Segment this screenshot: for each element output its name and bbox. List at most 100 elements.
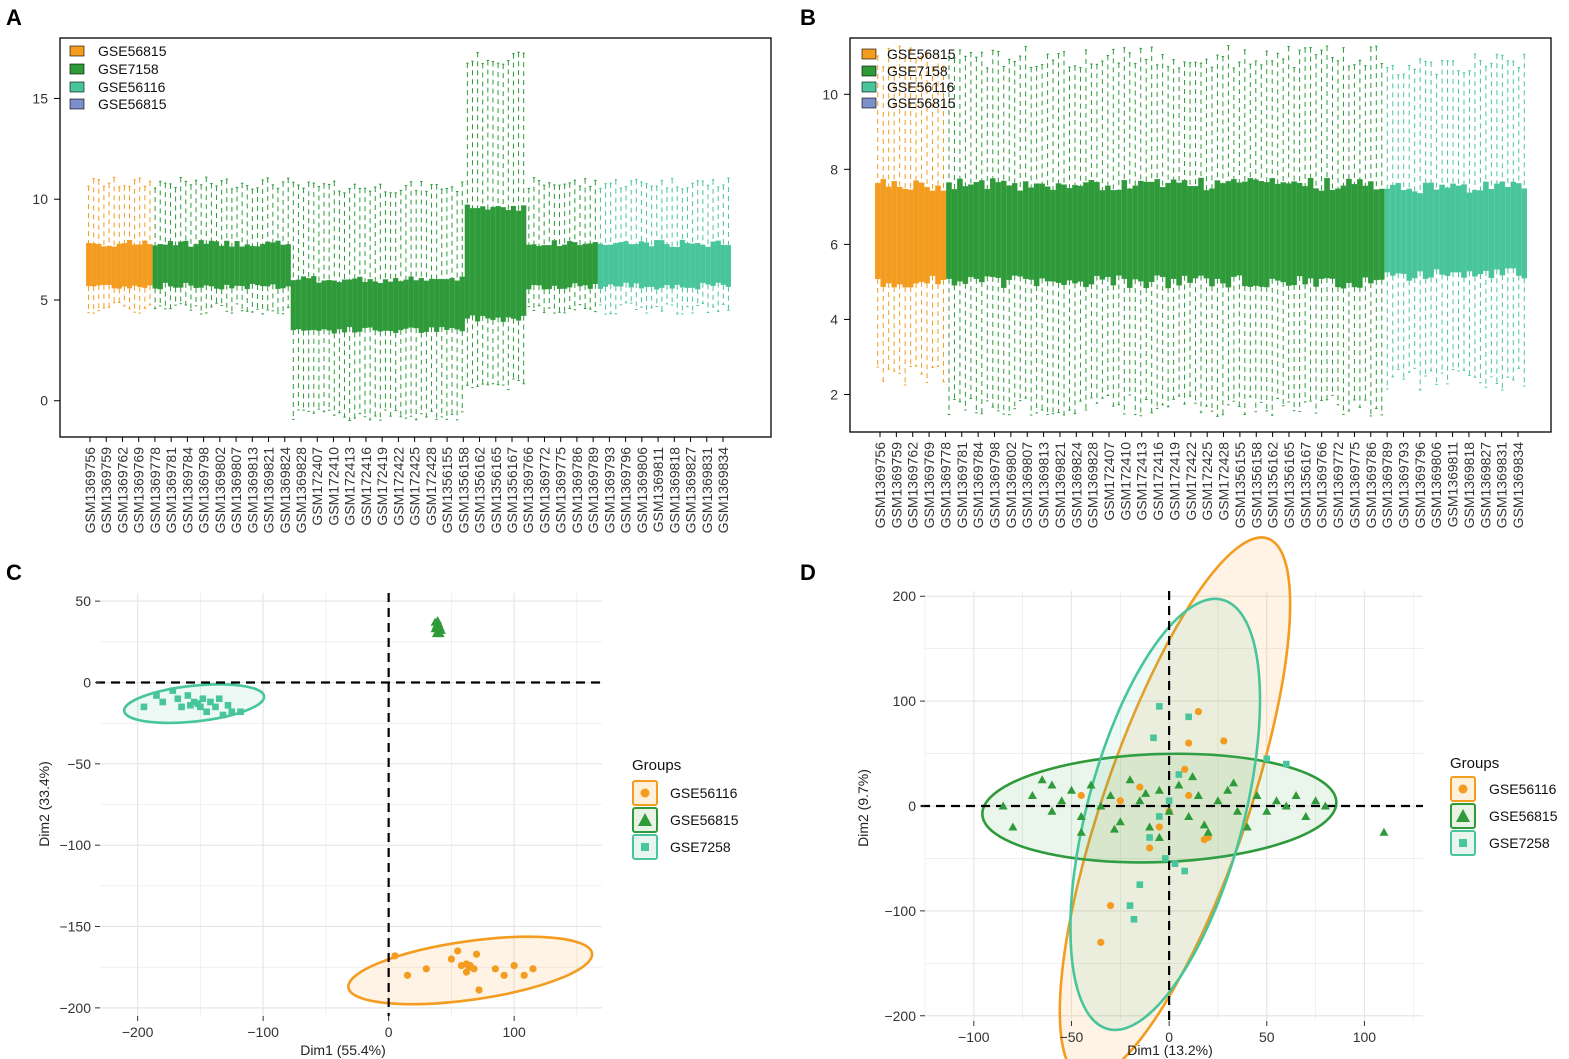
x-tick-label: GSM1369798 bbox=[196, 447, 212, 534]
box bbox=[413, 280, 419, 329]
box bbox=[1088, 180, 1095, 285]
box bbox=[587, 243, 593, 289]
box bbox=[1209, 188, 1215, 287]
box bbox=[1083, 182, 1089, 288]
box bbox=[1313, 188, 1319, 287]
panel-d-x-axis-title: Dim1 (13.2%) bbox=[1127, 1042, 1213, 1058]
point-gse56116 bbox=[1077, 791, 1085, 800]
x-tick-label: −100 bbox=[958, 1029, 990, 1045]
panel-label-a: A bbox=[6, 5, 22, 30]
point-gse56815 bbox=[1125, 775, 1135, 784]
x-tick-label: GSM1369784 bbox=[179, 447, 195, 534]
x-tick-label: GSM1369807 bbox=[1019, 442, 1035, 529]
point-gse7258 bbox=[1161, 855, 1169, 862]
y-tick-label: 0 bbox=[40, 393, 48, 409]
point-gse7258 bbox=[1282, 760, 1290, 768]
point-gse56815 bbox=[1232, 806, 1242, 815]
panel-a-legend: GSE56815 GSE7158 GSE56116 GSE56815 bbox=[69, 43, 167, 112]
point-gse56815 bbox=[1154, 832, 1164, 841]
point-gse56815 bbox=[1213, 796, 1223, 805]
box bbox=[229, 246, 235, 289]
box bbox=[1335, 188, 1341, 288]
box bbox=[674, 246, 680, 285]
point-gse56815 bbox=[1109, 824, 1119, 833]
point-gse56116 bbox=[391, 952, 399, 960]
panel-d-legend: Groups GSE56116 GSE56815 GSE7258 bbox=[1450, 755, 1558, 856]
box bbox=[1296, 182, 1303, 277]
box bbox=[167, 241, 174, 287]
box bbox=[913, 180, 919, 284]
x-tick-label: GSM1356167 bbox=[1297, 442, 1313, 529]
box bbox=[1368, 181, 1374, 284]
x-tick-label: GSM1369786 bbox=[1363, 442, 1379, 529]
point-gse7258 bbox=[159, 698, 167, 706]
point-gse56815 bbox=[1291, 791, 1301, 800]
point-gse56815 bbox=[1184, 811, 1194, 820]
x-tick-label: −200 bbox=[122, 1024, 154, 1040]
point-gse7258 bbox=[1150, 734, 1157, 742]
point-gse56116 bbox=[520, 971, 528, 979]
x-tick-label: GSM1369834 bbox=[715, 447, 731, 534]
box bbox=[347, 279, 353, 328]
panel-a-boxes bbox=[85, 51, 732, 421]
box bbox=[510, 205, 517, 319]
box bbox=[608, 244, 614, 285]
x-tick-label: GSM1369828 bbox=[1085, 442, 1101, 529]
box bbox=[521, 205, 527, 316]
box bbox=[1263, 182, 1270, 288]
y-tick-label: −200 bbox=[59, 1000, 91, 1016]
point-gse7258 bbox=[1146, 834, 1153, 841]
x-tick-label: GSM1356158 bbox=[455, 447, 471, 534]
legend-c-label-3: GSE7258 bbox=[670, 839, 731, 855]
legend-d-key-2-triangle-icon bbox=[1456, 809, 1470, 822]
x-tick-label: GSM172413 bbox=[342, 447, 358, 526]
box bbox=[690, 243, 696, 288]
y-tick-label: 2 bbox=[830, 386, 838, 402]
box bbox=[536, 245, 542, 286]
x-tick-label: GSM172419 bbox=[1166, 442, 1182, 521]
point-gse56815 bbox=[1086, 780, 1096, 789]
box bbox=[623, 241, 629, 283]
box bbox=[1242, 181, 1248, 287]
box bbox=[1461, 184, 1467, 278]
point-gse7258 bbox=[178, 703, 185, 711]
box bbox=[132, 244, 138, 286]
point-gse56116 bbox=[500, 971, 508, 979]
box bbox=[1077, 185, 1084, 282]
box bbox=[1307, 177, 1314, 279]
panel-d-points bbox=[998, 703, 1389, 946]
legend-d-key-3-square-icon bbox=[1459, 839, 1467, 847]
box bbox=[1198, 177, 1204, 276]
point-gse56116 bbox=[529, 965, 537, 973]
box bbox=[649, 246, 655, 287]
x-tick-label: GSM1369813 bbox=[1036, 442, 1052, 529]
legend-c-key-3-square-icon bbox=[641, 843, 649, 851]
panel-c-axes: −200 −100 0 100 50 0 −50 −100 −150 −200 bbox=[59, 593, 526, 1040]
box bbox=[979, 180, 985, 283]
legend-c-label-1: GSE56116 bbox=[670, 785, 738, 801]
legend-d-label-1: GSE56116 bbox=[1489, 781, 1557, 797]
y-tick-label: 0 bbox=[908, 798, 916, 814]
panel-b-x-tick-labels: GSM1369756 GSM1369759 GSM1369762 GSM1369769… bbox=[872, 432, 1526, 528]
box bbox=[1400, 190, 1407, 274]
point-gse7258 bbox=[169, 687, 177, 694]
y-tick-label: 8 bbox=[830, 161, 838, 177]
box bbox=[907, 189, 914, 288]
box bbox=[377, 283, 383, 332]
x-tick-label: GSM172422 bbox=[1183, 442, 1199, 521]
box bbox=[198, 240, 204, 288]
box bbox=[556, 245, 563, 289]
box bbox=[990, 178, 996, 278]
point-gse56116 bbox=[1145, 844, 1154, 852]
box bbox=[546, 245, 552, 290]
legend-b-label-3: GSE56116 bbox=[887, 79, 955, 95]
point-gse56815 bbox=[1379, 827, 1389, 836]
legend-d-label-2: GSE56815 bbox=[1489, 808, 1558, 824]
point-gse56815 bbox=[1199, 820, 1209, 829]
point-gse56815 bbox=[1203, 827, 1213, 836]
point-gse56116 bbox=[447, 955, 455, 963]
point-gse56815 bbox=[1106, 791, 1116, 800]
y-tick-label: 0 bbox=[83, 674, 91, 690]
box bbox=[880, 179, 886, 288]
box bbox=[1050, 189, 1056, 282]
